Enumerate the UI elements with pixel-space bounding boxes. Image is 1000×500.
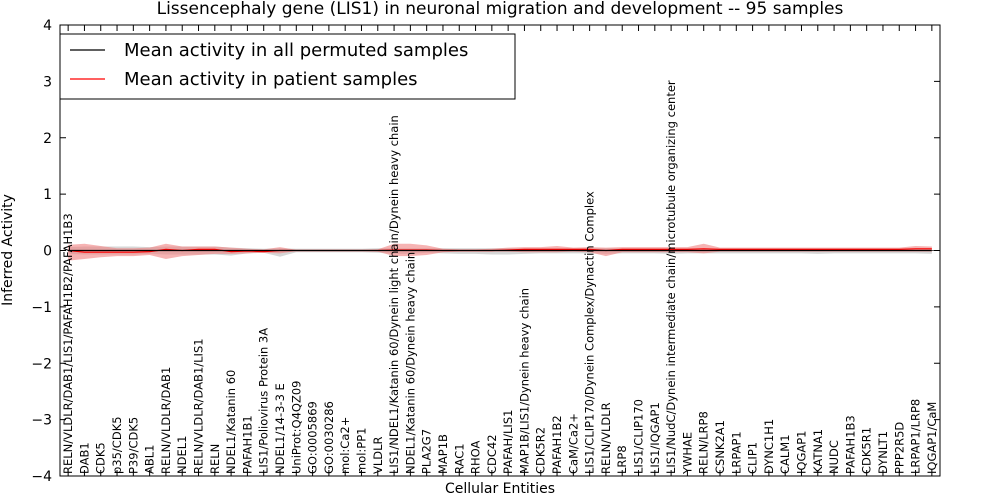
y-tick-label: −4 bbox=[31, 469, 52, 485]
x-category-label: CDK5R1 bbox=[860, 427, 874, 474]
x-category-label: RELN/VLDLR/DAB1/LIS1/PAFAH1B2/PAFAH1B3 bbox=[61, 213, 75, 474]
x-category-label: LIS1/CLIP170 bbox=[632, 399, 646, 474]
x-category-label: mol:Ca2+ bbox=[338, 417, 352, 474]
bands-layer bbox=[68, 243, 932, 261]
x-category-label: NDEL1/Katanin 60/Dynein heavy chain bbox=[403, 252, 417, 474]
x-axis: RELN/VLDLR/DAB1/LIS1/PAFAH1B2/PAFAH1B3 DA… bbox=[61, 25, 939, 476]
x-category-label: CLIP1 bbox=[746, 442, 760, 474]
x-category-label: NUDC bbox=[827, 440, 841, 474]
y-tick-label: 2 bbox=[43, 131, 52, 147]
x-category-label: CaM/Ca2+ bbox=[566, 413, 580, 474]
legend-box bbox=[59, 33, 516, 100]
x-category-label: RELN/VLDLR/DAB1/LIS1 bbox=[192, 338, 206, 474]
x-category-label: CDC42 bbox=[485, 434, 499, 474]
y-tick-label: 0 bbox=[43, 244, 52, 260]
x-category-label: LRP8 bbox=[615, 445, 629, 474]
y-axis: −4 −3 −2 −1 0 1 2 3 4 bbox=[31, 18, 940, 485]
x-category-label: VLDLR bbox=[371, 436, 385, 474]
y-tick-label: −1 bbox=[31, 300, 52, 316]
x-category-label: IQGAP1/CaM bbox=[925, 402, 939, 474]
x-category-label: YWHAE bbox=[680, 432, 694, 475]
x-category-label: CDK5 bbox=[94, 442, 108, 474]
chart-title: Lissencephaly gene (LIS1) in neuronal mi… bbox=[157, 0, 844, 19]
x-category-label: DYNC1H1 bbox=[762, 419, 776, 474]
x-category-label: NDEL1 bbox=[175, 436, 189, 474]
x-category-label: RAC1 bbox=[452, 443, 466, 474]
x-category-label: NDEL1/14-3-3 E bbox=[273, 383, 287, 474]
x-category-label: LIS1/IQGAP1 bbox=[648, 402, 662, 474]
x-category-label: RELN bbox=[208, 444, 222, 474]
x-category-label: LIS1/CLIP170/Dynein Complex/Dynactin Com… bbox=[583, 191, 597, 474]
x-category-label: KATNA1 bbox=[811, 429, 825, 474]
y-axis-title: Inferred Activity bbox=[0, 194, 16, 306]
x-category-label: RELN/VLDLR bbox=[599, 402, 613, 474]
x-category-label: PAFAH1B3 bbox=[843, 415, 857, 474]
x-category-label: mol:PP1 bbox=[354, 428, 368, 475]
x-category-label: p35/CDK5 bbox=[110, 416, 124, 474]
x-category-label: GO:0030286 bbox=[322, 401, 336, 474]
y-tick-label: −2 bbox=[31, 356, 52, 372]
x-category-label: ABL1 bbox=[143, 445, 157, 474]
x-category-label: CDK5R2 bbox=[534, 427, 548, 474]
x-category-label: DYNLT1 bbox=[876, 431, 890, 474]
x-category-label: GO:0005869 bbox=[306, 401, 320, 474]
x-category-label: LIS1/NDEL1/Katanin 60/Dynein light chain… bbox=[387, 115, 401, 474]
y-tick-label: −3 bbox=[31, 413, 52, 429]
x-category-label: RHOA bbox=[469, 441, 483, 474]
x-category-label: PAFAH1B1 bbox=[240, 415, 254, 474]
legend-label-permuted: Mean activity in all permuted samples bbox=[124, 40, 468, 61]
x-category-label: PLA2G7 bbox=[420, 429, 434, 474]
x-category-label: PAFAH/LIS1 bbox=[501, 410, 515, 474]
x-category-label: RELN/LRP8 bbox=[697, 411, 711, 474]
x-category-label: LIS1/NudC/Dynein intermediate chain/micr… bbox=[664, 80, 678, 474]
y-tick-label: 1 bbox=[43, 187, 52, 203]
x-category-label: MAP1B bbox=[436, 434, 450, 474]
legend: Mean activity in all permuted samples Me… bbox=[59, 33, 516, 100]
x-category-label: NDEL1/Katanin 60 bbox=[224, 370, 238, 474]
legend-label-patient: Mean activity in patient samples bbox=[124, 69, 418, 90]
y-tick-label: 3 bbox=[43, 74, 52, 90]
x-category-label: MAP1B/LIS1/Dynein heavy chain bbox=[517, 288, 531, 474]
lines-layer bbox=[60, 248, 940, 253]
x-category-label: LRPAP1 bbox=[729, 431, 743, 474]
x-category-label: LRPAP1/LRP8 bbox=[909, 399, 923, 474]
y-tick-label: 4 bbox=[43, 18, 52, 34]
x-category-label: PPP2R5D bbox=[892, 422, 906, 474]
x-category-label: DAB1 bbox=[77, 442, 91, 474]
x-category-label: UniProt:Q4QZ09 bbox=[289, 381, 303, 474]
x-axis-title: Cellular Entities bbox=[445, 481, 555, 497]
x-category-label: CALM1 bbox=[778, 434, 792, 474]
x-category-label: CSNK2A1 bbox=[713, 420, 727, 474]
x-category-label: PAFAH1B2 bbox=[550, 415, 564, 474]
patient-band bbox=[68, 243, 932, 261]
x-category-label: P39/CDK5 bbox=[126, 417, 140, 474]
x-category-label: IQGAP1 bbox=[794, 431, 808, 474]
x-category-label: LIS1/Poliovirus Protein 3A bbox=[257, 328, 271, 474]
x-category-label: RELN/VLDLR/DAB1 bbox=[159, 367, 173, 474]
